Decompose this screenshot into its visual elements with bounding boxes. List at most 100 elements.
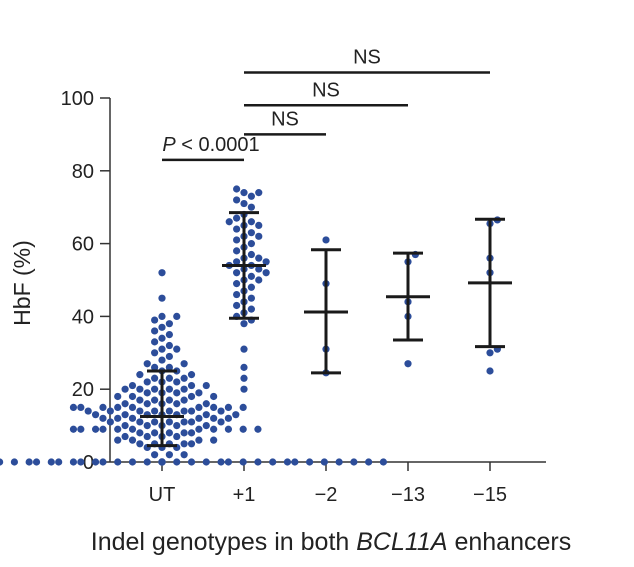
data-point xyxy=(158,458,166,466)
data-point xyxy=(121,411,129,419)
data-point xyxy=(165,396,173,404)
data-point xyxy=(224,414,233,422)
data-point xyxy=(247,294,255,302)
data-point xyxy=(69,458,78,466)
data-point xyxy=(202,422,210,430)
data-point xyxy=(486,349,494,357)
data-point xyxy=(195,389,203,397)
data-point xyxy=(180,418,188,426)
data-point xyxy=(165,331,173,339)
data-point xyxy=(210,392,218,401)
data-point xyxy=(239,425,247,433)
data-point xyxy=(121,400,129,408)
data-point xyxy=(180,429,188,437)
x-axis-title-gene: BCL11A xyxy=(356,528,447,556)
data-point xyxy=(180,440,188,448)
data-point xyxy=(195,425,203,433)
data-point xyxy=(247,240,255,248)
data-point xyxy=(69,403,78,411)
data-point xyxy=(128,436,137,444)
data-point xyxy=(158,312,166,320)
data-point xyxy=(320,458,328,466)
data-point xyxy=(202,400,210,408)
data-point xyxy=(165,320,173,328)
data-point xyxy=(32,458,41,466)
data-point xyxy=(173,400,181,408)
data-point xyxy=(210,425,218,433)
y-tick-label: 0 xyxy=(83,452,94,474)
data-point xyxy=(306,458,314,466)
data-point xyxy=(151,316,159,324)
data-point xyxy=(25,458,33,466)
data-point xyxy=(128,458,137,466)
data-point xyxy=(158,334,166,342)
data-point xyxy=(114,403,122,411)
data-point xyxy=(173,458,181,466)
data-point xyxy=(143,378,151,386)
data-point xyxy=(247,305,255,313)
data-point xyxy=(91,425,100,433)
data-point xyxy=(151,418,159,426)
data-point xyxy=(233,185,241,193)
data-point xyxy=(233,280,241,288)
x-axis-title-part-1: Indel genotypes in both xyxy=(91,528,356,556)
x-tick-label: −13 xyxy=(391,484,425,506)
data-point xyxy=(77,458,85,466)
data-point xyxy=(165,407,173,415)
data-point xyxy=(151,363,159,371)
data-point xyxy=(151,338,159,346)
data-point xyxy=(224,425,233,433)
y-axis-title: HbF (%) xyxy=(9,240,35,326)
data-point xyxy=(240,385,248,393)
data-point xyxy=(180,360,188,368)
data-point xyxy=(143,432,151,441)
data-point xyxy=(233,247,241,255)
data-point xyxy=(210,414,218,422)
error-bars-layer xyxy=(140,211,512,448)
data-point xyxy=(239,458,247,466)
data-point xyxy=(254,458,262,466)
data-point xyxy=(143,458,151,466)
data-point xyxy=(91,411,100,419)
data-point xyxy=(240,199,248,208)
data-point xyxy=(247,283,255,291)
x-tick-label: +1 xyxy=(233,484,256,506)
data-point xyxy=(136,385,144,393)
data-point xyxy=(99,414,107,422)
data-point xyxy=(128,403,137,411)
data-point xyxy=(202,381,210,390)
data-point xyxy=(262,258,270,266)
data-point xyxy=(247,218,255,226)
data-point xyxy=(165,429,173,437)
data-point xyxy=(173,378,181,386)
data-point xyxy=(173,432,181,441)
data-point xyxy=(255,221,263,229)
data-point xyxy=(165,341,173,350)
data-point xyxy=(187,429,196,437)
data-point xyxy=(106,407,114,415)
data-point xyxy=(121,422,129,430)
significance-label: NS xyxy=(271,108,299,130)
data-point xyxy=(180,451,188,459)
data-point xyxy=(195,414,203,422)
data-point xyxy=(128,425,137,433)
data-point xyxy=(99,425,107,433)
data-point xyxy=(136,418,144,426)
data-point xyxy=(262,269,270,277)
data-point xyxy=(151,385,159,393)
data-point xyxy=(180,374,188,382)
significance-label: NS xyxy=(312,79,340,101)
data-point xyxy=(136,371,144,379)
x-tick-label: −2 xyxy=(315,484,338,506)
data-point xyxy=(224,458,233,466)
data-point xyxy=(217,458,225,466)
data-point xyxy=(225,218,233,226)
data-point xyxy=(283,458,292,466)
significance-p: P xyxy=(162,134,176,156)
data-point xyxy=(128,414,137,422)
data-point xyxy=(233,214,241,222)
data-point xyxy=(291,458,299,466)
data-point xyxy=(84,407,92,415)
data-point xyxy=(187,381,196,390)
